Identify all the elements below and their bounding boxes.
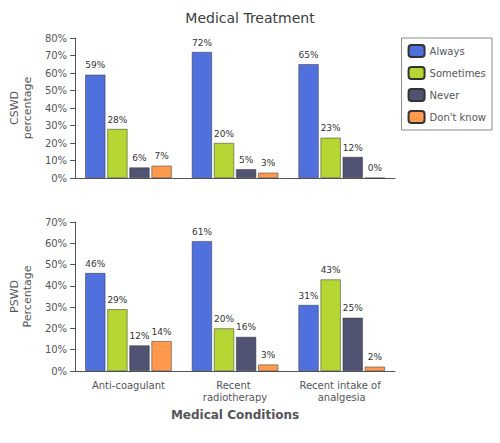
- svg-text:50%: 50%: [45, 259, 67, 270]
- svg-text:Anti-coagulant: Anti-coagulant: [92, 380, 165, 391]
- svg-text:16%: 16%: [236, 322, 256, 332]
- svg-text:20%: 20%: [45, 323, 67, 334]
- svg-text:5%: 5%: [239, 155, 254, 165]
- svg-text:2%: 2%: [368, 352, 383, 362]
- svg-text:7%: 7%: [154, 151, 169, 161]
- svg-text:46%: 46%: [85, 259, 105, 269]
- svg-text:3%: 3%: [261, 350, 276, 360]
- svg-text:70%: 70%: [45, 217, 67, 228]
- svg-text:PSWD: PSWD: [8, 280, 21, 313]
- svg-text:20%: 20%: [45, 138, 67, 149]
- svg-text:40%: 40%: [45, 280, 67, 291]
- svg-text:60%: 60%: [45, 68, 67, 79]
- svg-text:20%: 20%: [214, 314, 234, 324]
- svg-text:43%: 43%: [321, 265, 341, 275]
- svg-text:20%: 20%: [214, 129, 234, 139]
- svg-text:0%: 0%: [51, 366, 67, 377]
- svg-text:radiotherapy: radiotherapy: [203, 392, 267, 403]
- svg-text:Always: Always: [430, 46, 465, 57]
- svg-text:60%: 60%: [45, 238, 67, 249]
- svg-text:Percentage: Percentage: [21, 265, 34, 327]
- svg-text:12%: 12%: [343, 143, 363, 153]
- svg-text:30%: 30%: [45, 302, 67, 313]
- svg-text:40%: 40%: [45, 103, 67, 114]
- svg-text:Never: Never: [430, 90, 461, 101]
- svg-text:29%: 29%: [107, 295, 127, 305]
- svg-text:23%: 23%: [321, 123, 341, 133]
- svg-text:6%: 6%: [132, 153, 147, 163]
- svg-text:12%: 12%: [129, 331, 149, 341]
- svg-text:10%: 10%: [45, 344, 67, 355]
- svg-text:14%: 14%: [152, 327, 172, 337]
- svg-text:31%: 31%: [299, 291, 319, 301]
- svg-text:30%: 30%: [45, 120, 67, 131]
- svg-text:10%: 10%: [45, 155, 67, 166]
- svg-text:80%: 80%: [45, 33, 67, 44]
- svg-text:0%: 0%: [368, 163, 383, 173]
- svg-text:percentage: percentage: [21, 76, 34, 139]
- svg-text:analgesia: analgesia: [318, 392, 366, 403]
- svg-text:72%: 72%: [192, 38, 212, 48]
- svg-text:25%: 25%: [343, 303, 363, 313]
- svg-text:3%: 3%: [261, 158, 276, 168]
- svg-text:0%: 0%: [51, 173, 67, 184]
- svg-text:61%: 61%: [192, 227, 212, 237]
- svg-text:Don't know: Don't know: [430, 112, 486, 123]
- svg-text:Medical Conditions: Medical Conditions: [171, 408, 299, 422]
- svg-text:Medical Treatment: Medical Treatment: [185, 10, 315, 26]
- svg-text:Sometimes: Sometimes: [430, 68, 486, 79]
- svg-text:59%: 59%: [85, 60, 105, 70]
- svg-text:Recent: Recent: [216, 380, 254, 391]
- svg-text:50%: 50%: [45, 85, 67, 96]
- svg-text:Recent intake of: Recent intake of: [299, 380, 384, 391]
- svg-text:CSWD: CSWD: [8, 91, 21, 125]
- svg-text:65%: 65%: [299, 50, 319, 60]
- svg-text:28%: 28%: [107, 115, 127, 125]
- svg-text:70%: 70%: [45, 50, 67, 61]
